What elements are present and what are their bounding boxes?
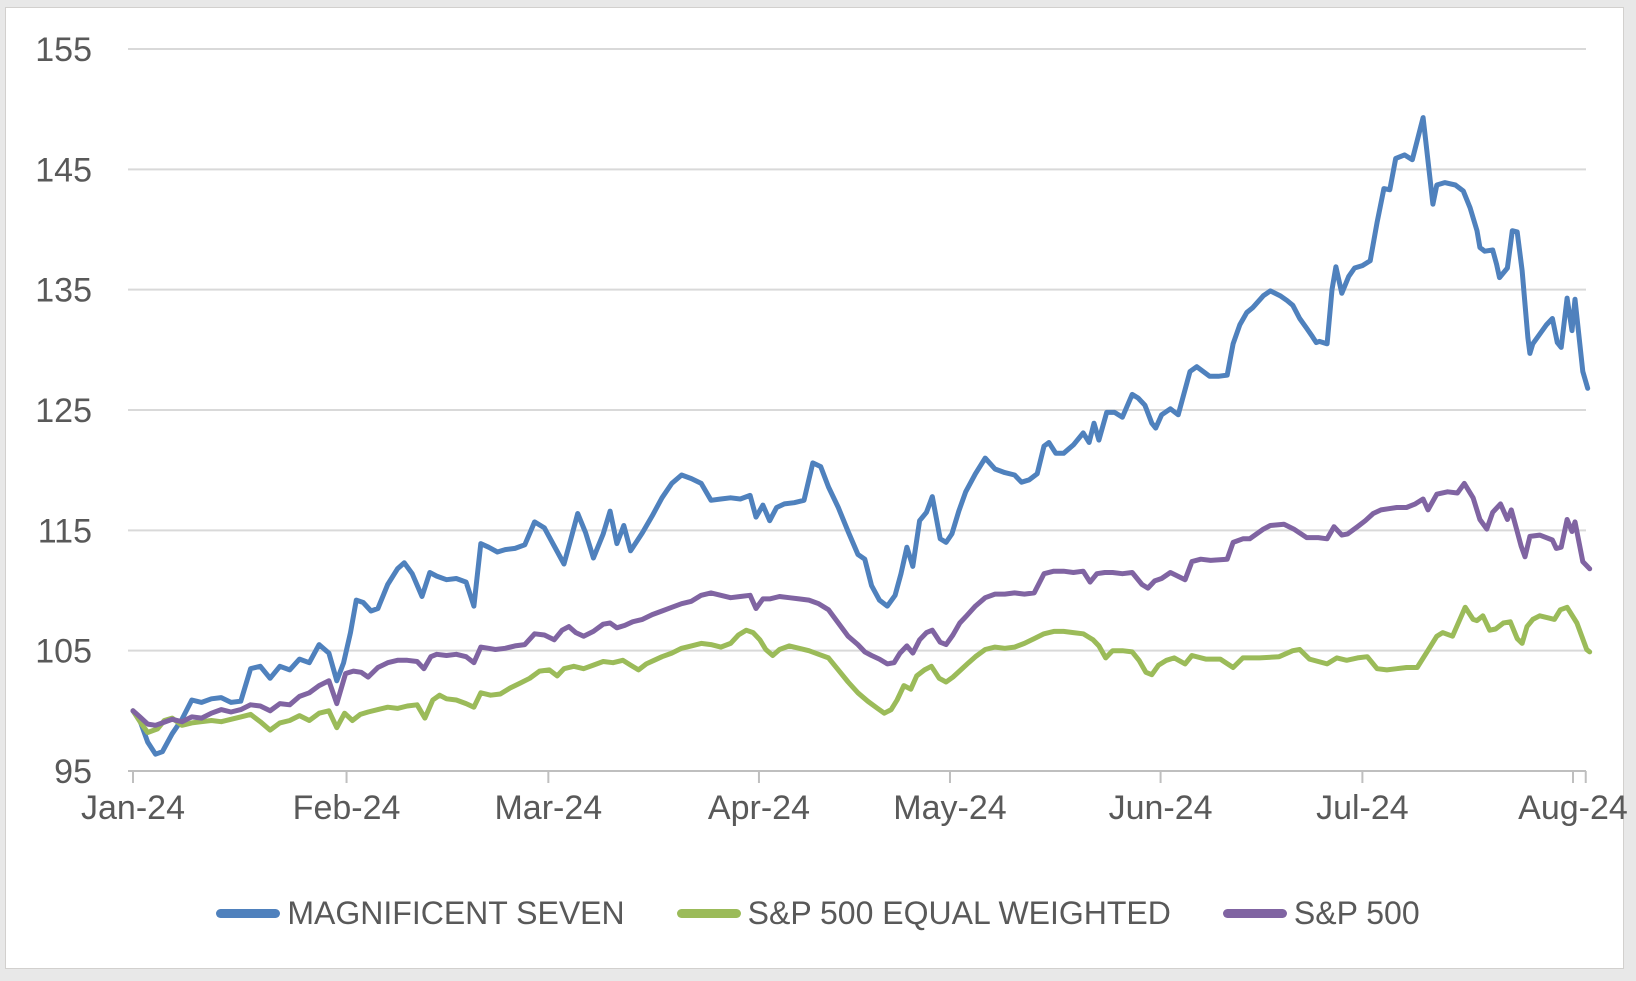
x-axis-label-Apr-24: Apr-24 — [708, 789, 810, 827]
x-axis-label-Feb-24: Feb-24 — [293, 789, 401, 827]
series-line-1 — [130, 604, 1593, 735]
x-axis-label-Aug-24: Aug-24 — [1518, 789, 1628, 827]
y-axis-label-95: 95 — [54, 753, 92, 791]
sp500-equal-weighted-line-swatch — [676, 909, 741, 918]
y-axis-label-125: 125 — [35, 392, 92, 430]
series-line-2 — [130, 480, 1593, 728]
sp500-line-swatch — [1222, 909, 1287, 918]
legend-label-sp500: S&P 500 — [1293, 895, 1420, 931]
x-axis-label-Jun-24: Jun-24 — [1109, 789, 1213, 827]
legend-item-sp500-equal-weighted: S&P 500 EQUAL WEIGHTED — [676, 895, 1171, 932]
legend-label-sp500-equal-weighted: S&P 500 EQUAL WEIGHTED — [747, 895, 1171, 931]
y-axis-label-115: 115 — [38, 512, 92, 550]
legend-label-magnificent-seven: MAGNIFICENT SEVEN — [287, 895, 625, 931]
series-line-0 — [130, 115, 1591, 757]
x-axis-label-Jul-24: Jul-24 — [1316, 789, 1409, 827]
x-axis-label-Jan-24: Jan-24 — [81, 789, 185, 827]
y-axis-label-105: 105 — [35, 633, 92, 671]
legend-item-sp500: S&P 500 — [1222, 895, 1420, 932]
legend-item-magnificent-seven: MAGNIFICENT SEVEN — [216, 895, 625, 932]
x-axis-label-Mar-24: Mar-24 — [494, 789, 602, 827]
chart-frame — [5, 7, 1624, 969]
magnificent-seven-line-swatch — [216, 909, 281, 918]
y-axis-label-145: 145 — [35, 151, 92, 189]
chart-legend: MAGNIFICENT SEVEN S&P 500 EQUAL WEIGHTED… — [0, 895, 1636, 932]
y-axis-label-135: 135 — [35, 272, 92, 310]
y-axis-label-155: 155 — [35, 31, 92, 69]
x-axis-label-May-24: May-24 — [893, 789, 1006, 827]
